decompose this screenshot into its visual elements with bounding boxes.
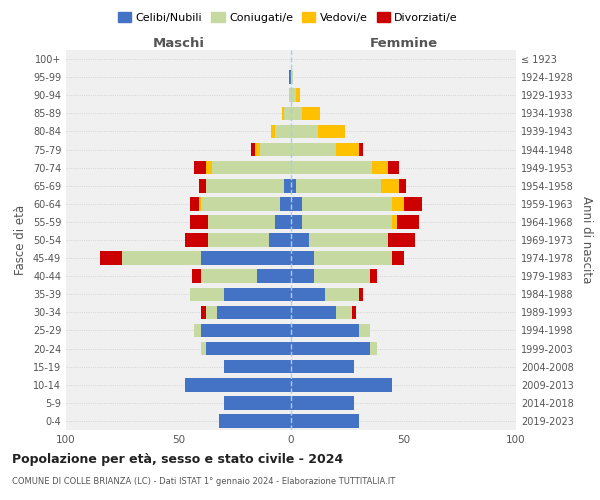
Bar bbox=[291, 306, 336, 319]
Bar bbox=[291, 252, 314, 265]
Bar bbox=[302, 106, 320, 120]
Bar bbox=[359, 142, 363, 156]
Bar bbox=[291, 342, 370, 355]
Text: Femmine: Femmine bbox=[370, 37, 437, 50]
Bar bbox=[388, 161, 399, 174]
Bar bbox=[282, 106, 284, 120]
Bar bbox=[318, 124, 345, 138]
Bar bbox=[291, 360, 354, 374]
Bar bbox=[192, 270, 201, 283]
Bar bbox=[309, 233, 388, 247]
Bar bbox=[291, 215, 302, 228]
Bar bbox=[314, 270, 370, 283]
Bar bbox=[291, 124, 318, 138]
Bar bbox=[392, 215, 397, 228]
Bar bbox=[291, 70, 293, 84]
Bar bbox=[255, 142, 260, 156]
Bar bbox=[291, 88, 296, 102]
Bar bbox=[289, 70, 291, 84]
Bar bbox=[291, 179, 296, 192]
Text: Maschi: Maschi bbox=[152, 37, 205, 50]
Bar bbox=[284, 179, 291, 192]
Bar bbox=[223, 396, 291, 409]
Bar bbox=[381, 179, 399, 192]
Bar bbox=[275, 124, 291, 138]
Bar bbox=[212, 161, 291, 174]
Bar bbox=[190, 288, 223, 301]
Bar bbox=[205, 179, 284, 192]
Bar bbox=[271, 124, 275, 138]
Bar bbox=[296, 179, 381, 192]
Bar bbox=[359, 288, 363, 301]
Bar bbox=[296, 88, 300, 102]
Bar bbox=[291, 106, 302, 120]
Text: Popolazione per età, sesso e stato civile - 2024: Popolazione per età, sesso e stato civil… bbox=[12, 452, 343, 466]
Y-axis label: Anni di nascita: Anni di nascita bbox=[580, 196, 593, 284]
Bar bbox=[194, 324, 201, 338]
Bar bbox=[352, 306, 356, 319]
Bar bbox=[223, 360, 291, 374]
Bar bbox=[291, 233, 309, 247]
Bar bbox=[325, 288, 359, 301]
Bar bbox=[122, 252, 201, 265]
Bar bbox=[205, 342, 291, 355]
Bar bbox=[370, 270, 377, 283]
Bar bbox=[291, 396, 354, 409]
Bar bbox=[399, 179, 406, 192]
Bar bbox=[219, 414, 291, 428]
Bar bbox=[336, 306, 352, 319]
Legend: Celibi/Nubili, Coniugati/e, Vedovi/e, Divorziati/e: Celibi/Nubili, Coniugati/e, Vedovi/e, Di… bbox=[113, 8, 463, 28]
Bar bbox=[201, 270, 257, 283]
Bar bbox=[370, 342, 377, 355]
Bar bbox=[201, 342, 205, 355]
Bar bbox=[280, 197, 291, 210]
Bar bbox=[336, 142, 359, 156]
Bar bbox=[359, 324, 370, 338]
Bar bbox=[260, 142, 291, 156]
Bar bbox=[314, 252, 392, 265]
Bar bbox=[201, 306, 205, 319]
Bar bbox=[269, 233, 291, 247]
Bar bbox=[201, 252, 291, 265]
Bar bbox=[190, 197, 199, 210]
Bar bbox=[404, 197, 421, 210]
Bar bbox=[194, 161, 205, 174]
Bar bbox=[291, 270, 314, 283]
Bar bbox=[201, 324, 291, 338]
Bar bbox=[201, 197, 280, 210]
Bar bbox=[392, 197, 404, 210]
Bar bbox=[190, 215, 208, 228]
Bar bbox=[372, 161, 388, 174]
Bar bbox=[217, 306, 291, 319]
Bar bbox=[302, 215, 392, 228]
Bar bbox=[205, 161, 212, 174]
Bar bbox=[257, 270, 291, 283]
Text: COMUNE DI COLLE BRIANZA (LC) - Dati ISTAT 1° gennaio 2024 - Elaborazione TUTTITA: COMUNE DI COLLE BRIANZA (LC) - Dati ISTA… bbox=[12, 478, 395, 486]
Y-axis label: Fasce di età: Fasce di età bbox=[14, 205, 27, 275]
Bar bbox=[291, 142, 336, 156]
Bar bbox=[199, 197, 201, 210]
Bar bbox=[392, 252, 404, 265]
Bar bbox=[291, 378, 392, 392]
Bar bbox=[291, 288, 325, 301]
Bar bbox=[388, 233, 415, 247]
Bar bbox=[199, 179, 205, 192]
Bar bbox=[291, 414, 359, 428]
Bar bbox=[185, 378, 291, 392]
Bar bbox=[275, 215, 291, 228]
Bar bbox=[291, 161, 372, 174]
Bar bbox=[208, 215, 275, 228]
Bar bbox=[185, 233, 208, 247]
Bar bbox=[291, 324, 359, 338]
Bar bbox=[251, 142, 255, 156]
Bar bbox=[291, 197, 302, 210]
Bar bbox=[208, 233, 269, 247]
Bar bbox=[223, 288, 291, 301]
Bar bbox=[100, 252, 122, 265]
Bar bbox=[284, 106, 291, 120]
Bar bbox=[397, 215, 419, 228]
Bar bbox=[302, 197, 392, 210]
Bar bbox=[289, 88, 291, 102]
Bar bbox=[205, 306, 217, 319]
